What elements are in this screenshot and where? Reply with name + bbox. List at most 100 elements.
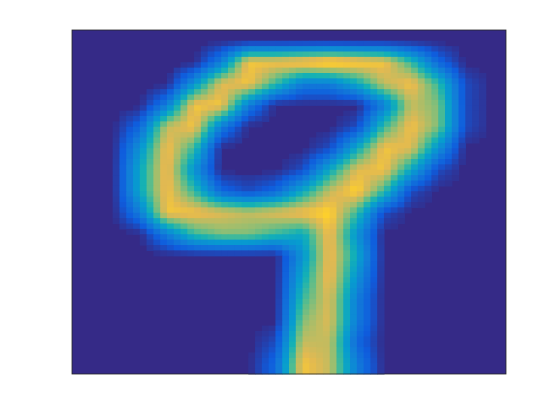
heatmap-cell bbox=[248, 245, 256, 251]
heatmap-cell bbox=[343, 325, 351, 332]
heatmap-cell bbox=[295, 331, 304, 337]
heatmap-cell bbox=[261, 62, 270, 69]
heatmap-cell bbox=[112, 164, 121, 171]
heatmap-cell bbox=[363, 196, 371, 203]
heatmap-cell bbox=[472, 89, 480, 96]
heatmap-cell bbox=[316, 347, 324, 354]
heatmap-cell bbox=[377, 116, 385, 122]
heatmap-cell bbox=[350, 336, 358, 343]
heatmap-cell bbox=[444, 73, 453, 79]
heatmap-cell bbox=[458, 153, 466, 160]
heatmap-cell bbox=[180, 250, 188, 257]
heatmap-cell bbox=[478, 121, 487, 128]
heatmap-cell bbox=[133, 191, 141, 198]
heatmap-cell bbox=[350, 352, 358, 359]
heatmap-cell bbox=[322, 368, 331, 375]
heatmap-cell bbox=[417, 46, 426, 53]
heatmap-cell bbox=[234, 223, 243, 230]
heatmap-cell bbox=[289, 164, 297, 171]
heatmap-cell bbox=[424, 46, 433, 53]
heatmap-cell bbox=[139, 121, 148, 128]
heatmap-cell bbox=[227, 196, 236, 203]
heatmap-cell bbox=[268, 175, 277, 182]
heatmap-cell bbox=[458, 94, 466, 101]
heatmap-cell bbox=[478, 116, 487, 122]
heatmap-cell bbox=[302, 46, 310, 53]
heatmap-cell bbox=[139, 164, 148, 171]
heatmap-cell bbox=[309, 223, 317, 230]
heatmap-cell bbox=[417, 175, 426, 182]
heatmap-cell bbox=[268, 196, 277, 203]
heatmap-cell bbox=[343, 78, 351, 85]
heatmap-cell bbox=[119, 175, 127, 182]
heatmap-cell bbox=[234, 56, 243, 63]
heatmap-cell bbox=[112, 180, 121, 187]
heatmap-cell bbox=[424, 142, 433, 149]
heatmap-cell bbox=[173, 196, 182, 203]
heatmap-cell bbox=[417, 137, 426, 144]
heatmap-cell bbox=[160, 207, 168, 214]
heatmap-cell bbox=[153, 110, 161, 117]
heatmap-cell bbox=[268, 185, 277, 192]
heatmap-cell bbox=[180, 180, 188, 187]
heatmap-cell bbox=[377, 180, 385, 187]
heatmap-cell bbox=[200, 105, 209, 112]
heatmap-cell bbox=[377, 137, 385, 144]
heatmap-cell bbox=[173, 89, 182, 96]
heatmap-cell bbox=[221, 94, 229, 101]
heatmap-cell bbox=[200, 126, 209, 133]
heatmap-cell bbox=[424, 180, 433, 187]
heatmap-cell bbox=[322, 228, 331, 235]
heatmap-cell bbox=[336, 271, 344, 278]
heatmap-cell bbox=[112, 153, 121, 160]
heatmap-cell bbox=[343, 223, 351, 230]
heatmap-cell bbox=[180, 185, 188, 192]
heatmap-cell bbox=[126, 148, 134, 155]
heatmap-cell bbox=[261, 180, 270, 187]
heatmap-cell bbox=[295, 363, 304, 370]
heatmap-cell bbox=[194, 185, 202, 192]
heatmap-cell bbox=[404, 51, 412, 58]
heatmap-cell bbox=[370, 212, 378, 219]
heatmap-cell bbox=[173, 105, 182, 112]
heatmap-cell bbox=[153, 228, 161, 235]
heatmap-cell bbox=[248, 250, 256, 257]
heatmap-cell bbox=[316, 73, 324, 79]
heatmap-cell bbox=[153, 245, 161, 251]
heatmap-cell bbox=[241, 185, 249, 192]
heatmap-cell bbox=[438, 62, 446, 69]
heatmap-cell bbox=[221, 105, 229, 112]
heatmap-cell bbox=[207, 159, 216, 165]
heatmap-cell bbox=[377, 94, 385, 101]
heatmap-cell bbox=[363, 298, 371, 305]
heatmap-cell bbox=[404, 62, 412, 69]
heatmap-cell bbox=[309, 207, 317, 214]
heatmap-cell bbox=[478, 99, 487, 106]
heatmap-cell bbox=[295, 271, 304, 278]
heatmap-cell bbox=[343, 40, 351, 47]
heatmap-cell bbox=[248, 363, 256, 370]
heatmap-cell bbox=[160, 148, 168, 155]
heatmap-cell bbox=[214, 180, 222, 187]
heatmap-cell bbox=[207, 67, 216, 74]
heatmap-cell bbox=[322, 148, 331, 155]
heatmap-cell bbox=[289, 46, 297, 53]
heatmap-cell bbox=[214, 121, 222, 128]
heatmap-cell bbox=[383, 56, 392, 63]
heatmap-cell bbox=[275, 304, 283, 311]
heatmap-cell bbox=[139, 105, 148, 112]
heatmap-cell bbox=[377, 164, 385, 171]
heatmap-cell bbox=[261, 325, 270, 332]
heatmap-cell bbox=[112, 175, 121, 182]
heatmap-cell bbox=[363, 67, 371, 74]
heatmap-cell bbox=[316, 89, 324, 96]
heatmap-cell bbox=[126, 137, 134, 144]
heatmap-cell bbox=[221, 121, 229, 128]
heatmap-cell bbox=[370, 191, 378, 198]
heatmap-cell bbox=[241, 56, 249, 63]
heatmap-cell bbox=[119, 180, 127, 187]
heatmap-cell bbox=[268, 40, 277, 47]
heatmap-cell bbox=[444, 137, 453, 144]
heatmap-cell bbox=[458, 56, 466, 63]
heatmap-cell bbox=[377, 298, 385, 305]
